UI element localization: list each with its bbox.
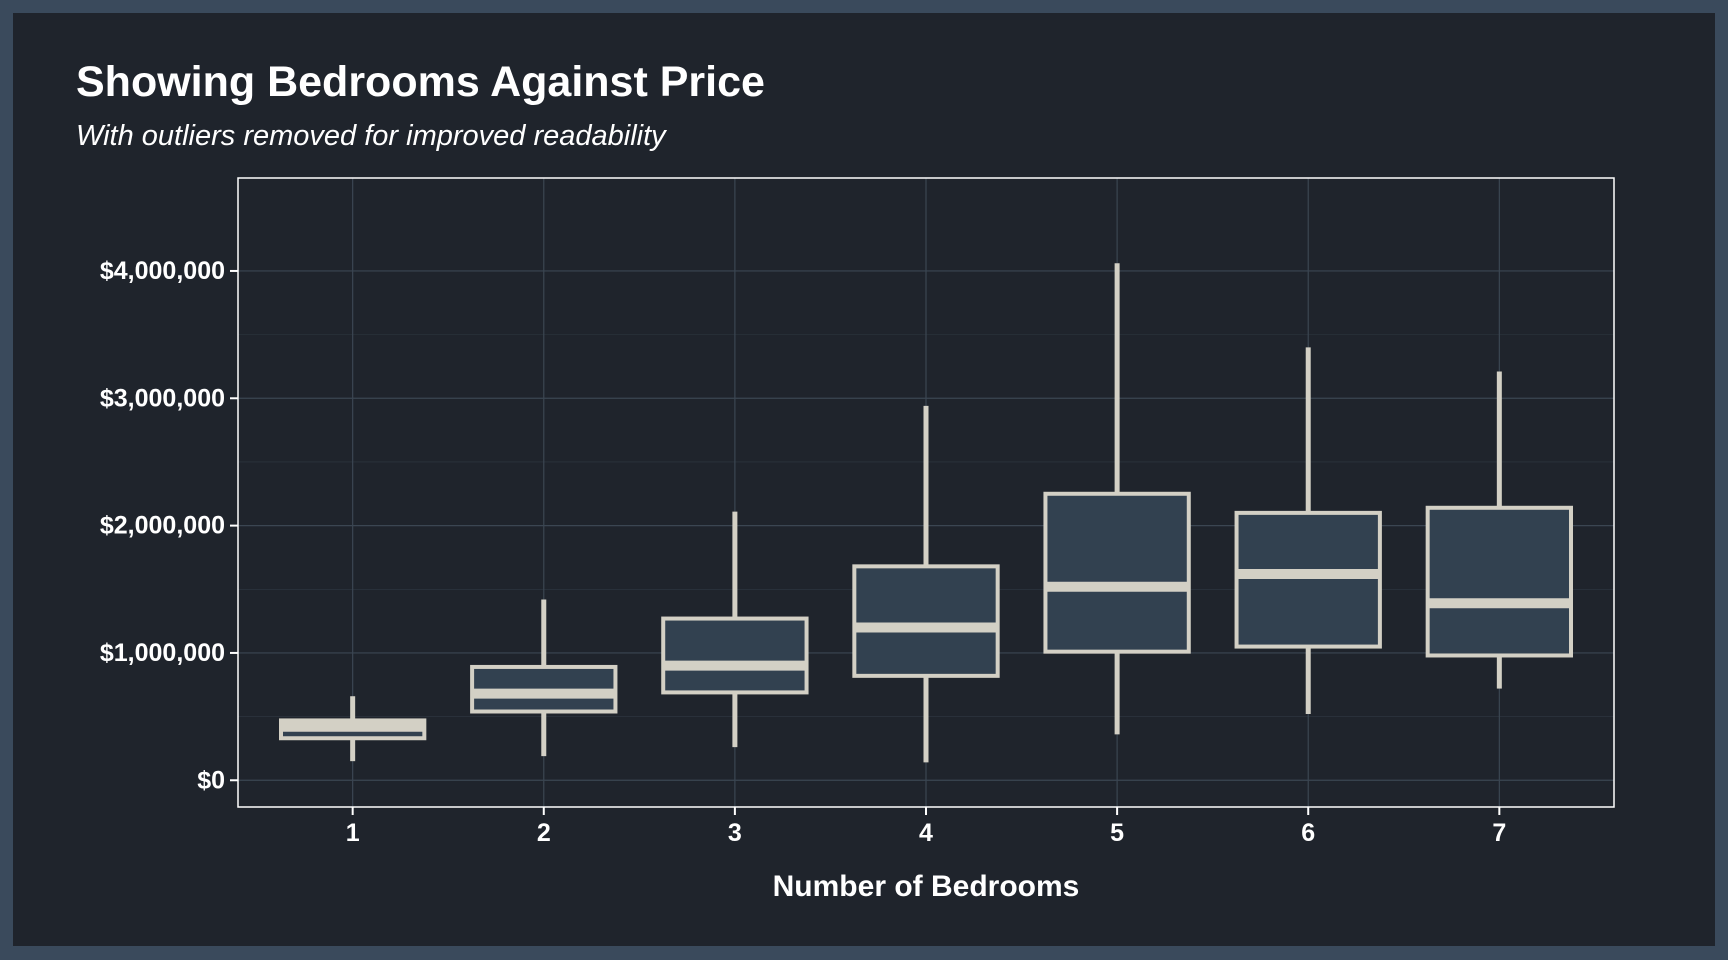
box-2 — [470, 599, 618, 757]
y-axis: $0 $1,000,000 $2,000,000 $3,000,000 $4,000,0… — [100, 257, 238, 794]
x-tick-label: 4 — [919, 819, 933, 847]
iqr-box — [1234, 510, 1382, 649]
x-tick-label: 5 — [1110, 819, 1124, 847]
x-tick-label: 2 — [537, 819, 551, 847]
box-7 — [1425, 371, 1573, 689]
iqr-box — [852, 564, 1000, 678]
x-axis-title: Number of Bedrooms — [773, 870, 1080, 903]
chart-title: Showing Bedrooms Against Price — [76, 58, 765, 106]
box-1 — [279, 696, 427, 762]
y-tick-label: $2,000,000 — [100, 512, 225, 540]
box-5 — [1043, 263, 1191, 735]
x-tick-label: 1 — [346, 819, 360, 847]
y-tick-label: $1,000,000 — [100, 639, 225, 667]
box-3 — [661, 511, 809, 748]
chart-subtitle: With outliers removed for improved reada… — [76, 120, 666, 152]
y-tick-label: $3,000,000 — [100, 384, 225, 412]
boxes — [279, 263, 1573, 763]
iqr-box — [1425, 505, 1573, 658]
chart-background — [13, 13, 1715, 946]
y-tick-label: $0 — [197, 766, 225, 794]
x-tick-label: 3 — [728, 819, 742, 847]
box-6 — [1234, 347, 1382, 715]
iqr-box — [661, 616, 809, 695]
iqr-box — [1043, 491, 1191, 654]
x-tick-label: 6 — [1301, 819, 1315, 847]
box-4 — [852, 405, 1000, 763]
x-axis: 1 2 3 4 5 6 7 — [346, 807, 1506, 847]
x-tick-label: 7 — [1492, 819, 1506, 847]
y-tick-label: $4,000,000 — [100, 257, 225, 285]
